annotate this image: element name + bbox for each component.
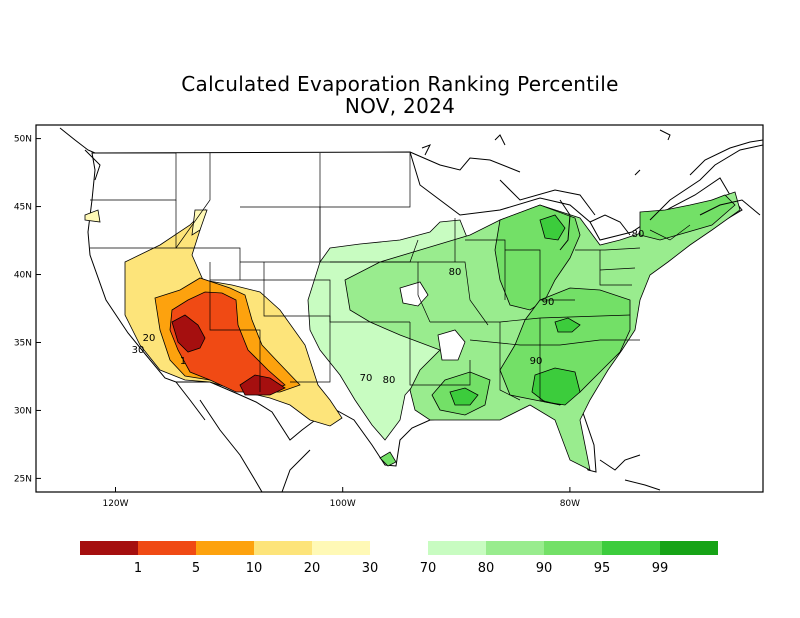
legend-label: 1 xyxy=(134,561,142,576)
x-tick-label: 100W xyxy=(330,499,356,509)
chart-title: Calculated Evaporation Ranking Percentil… xyxy=(181,72,619,96)
legend-swatch xyxy=(138,541,196,555)
contour-label: 80 xyxy=(632,229,645,240)
legend-swatch xyxy=(428,541,486,555)
legend-label: 90 xyxy=(536,561,553,576)
legend-swatch xyxy=(370,541,428,555)
legend-label: 5 xyxy=(192,561,200,576)
coastlines-and-borders xyxy=(59,127,763,492)
x-tick-label: 80W xyxy=(560,499,580,509)
chart-subtitle: NOV, 2024 xyxy=(344,94,456,118)
x-tick-label: 120W xyxy=(102,499,128,509)
legend-label: 10 xyxy=(246,561,263,576)
contour-label: 1 xyxy=(180,356,186,367)
contour-label: 70 xyxy=(360,373,373,384)
legend-swatch xyxy=(602,541,660,555)
map-frame xyxy=(35,124,764,493)
y-tick-label: 40N xyxy=(14,271,32,281)
contour-label: 90 xyxy=(530,356,543,367)
legend-swatch xyxy=(196,541,254,555)
legend-swatch xyxy=(254,541,312,555)
y-tick-label: 30N xyxy=(14,406,32,416)
dry-anomaly-regions xyxy=(84,208,343,427)
legend-swatch xyxy=(486,541,544,555)
legend-label: 95 xyxy=(594,561,611,576)
wet-anomaly-regions xyxy=(307,191,741,471)
legend-swatch xyxy=(80,541,138,555)
legend-label: 20 xyxy=(304,561,321,576)
state-boundaries xyxy=(90,152,691,406)
legend-label: 70 xyxy=(420,561,437,576)
legend-swatch xyxy=(660,541,718,555)
contour-label: 80 xyxy=(449,267,462,278)
contour-label: 80 xyxy=(383,375,396,386)
legend-swatch xyxy=(312,541,370,555)
color-legend: 1 5 10 20 30 70 80 90 95 99 xyxy=(80,541,718,576)
contour-label: 30 xyxy=(132,345,145,356)
y-tick-label: 45N xyxy=(14,203,32,213)
legend-swatch xyxy=(544,541,602,555)
contour-label: 20 xyxy=(143,333,156,344)
y-tick-label: 25N xyxy=(14,474,32,484)
legend-label: 80 xyxy=(478,561,495,576)
map-content xyxy=(59,127,763,492)
legend-label: 99 xyxy=(652,561,669,576)
y-tick-label: 35N xyxy=(14,338,32,348)
axis-ticks: 120W 100W 80W 50N 45N 40N 35N 30N 25N xyxy=(14,135,580,509)
y-tick-label: 50N xyxy=(14,135,32,145)
legend-label: 30 xyxy=(362,561,379,576)
contour-label: 90 xyxy=(542,297,555,308)
